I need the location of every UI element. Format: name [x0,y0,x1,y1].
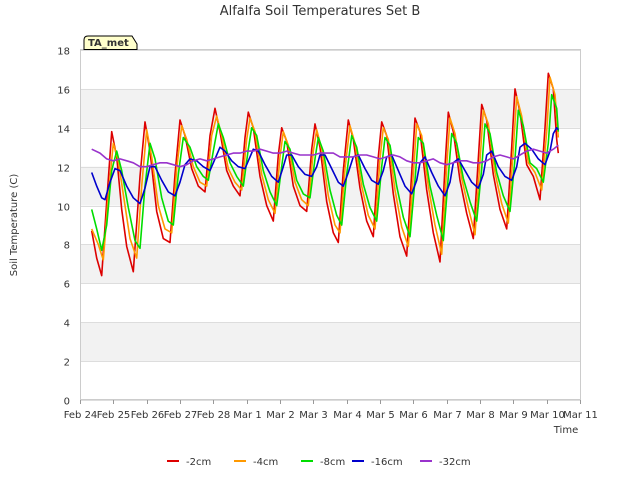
y-tick-label: 16 [57,86,70,97]
x-tick-label: Feb 26 [131,410,165,421]
x-tick-label: Mar 3 [299,410,327,421]
series-line-m32cm [91,144,559,168]
annotation-box: TA_met [83,35,138,50]
series-line-m4cm [90,76,560,261]
grid-band [80,244,580,284]
y-tick-label: 8 [64,241,70,252]
annotation-label: TA_met [88,38,129,49]
chart-title: Alfalfa Soil Temperatures Set B [220,4,421,19]
x-tick-label: Feb 24 [64,410,98,421]
y-tick-label: 10 [57,203,70,214]
y-tick-label: 2 [64,358,70,369]
x-tick-label: Mar 7 [433,410,461,421]
legend-label: -8cm [320,457,345,468]
plot-area [80,49,581,400]
x-tick-label: Mar 6 [399,410,427,421]
x-tick-label: Mar 2 [266,410,294,421]
y-tick-label: 12 [57,164,70,175]
x-axis-label: Time [553,425,578,436]
legend-label: -16cm [371,457,403,468]
grid-band [80,322,580,362]
y-tick-label: 18 [57,47,70,58]
y-tick-label: 14 [57,125,70,136]
x-tick-label: Mar 5 [366,410,394,421]
x-tick-label: Mar 11 [563,410,598,421]
series-line-m16cm [90,127,559,205]
x-tick-label: Mar 1 [233,410,261,421]
y-axis-label: Soil Temperature (C) [9,174,20,277]
legend-label: -2cm [186,457,211,468]
grid-band [80,88,580,128]
y-tick-label: 6 [64,280,70,291]
x-tick-label: Feb 28 [197,410,231,421]
x-tick-label: Mar 4 [333,410,361,421]
y-tick-label: 4 [64,319,70,330]
series-line-m8cm [90,93,560,252]
legend: -2cm -4cm -8cm -16cm -32cm [167,457,471,468]
x-tick-label: Feb 25 [97,410,131,421]
x-tick-label: Mar 8 [466,410,494,421]
legend-label: -32cm [439,457,471,468]
legend-label: -4cm [253,457,278,468]
x-tick-label: Feb 27 [164,410,198,421]
y-tick-label: 0 [64,397,70,408]
x-tick-label: Mar 9 [499,410,527,421]
x-tick-label: Mar 10 [530,410,565,421]
